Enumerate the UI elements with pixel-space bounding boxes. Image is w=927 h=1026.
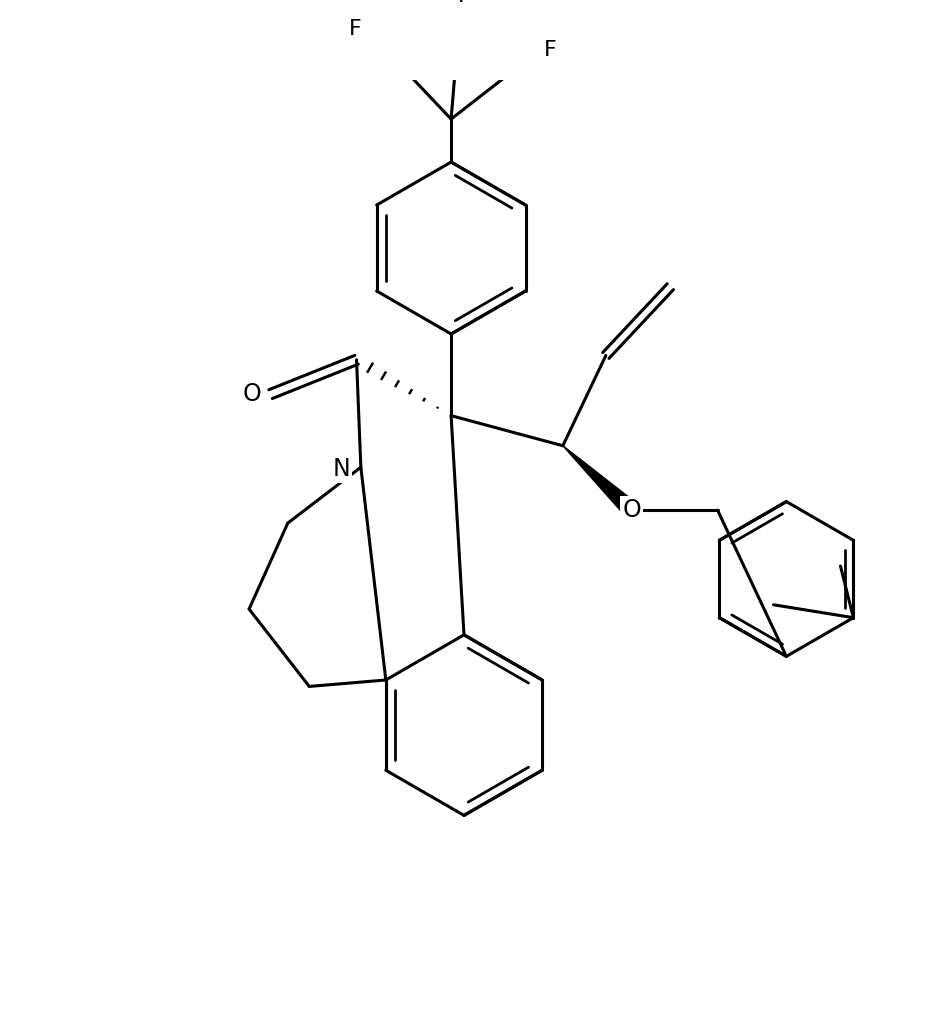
Text: N: N: [332, 457, 349, 481]
Text: O: O: [242, 382, 260, 406]
Text: O: O: [622, 499, 641, 522]
Text: F: F: [457, 0, 470, 6]
Text: F: F: [543, 40, 556, 61]
Polygon shape: [563, 445, 637, 516]
Text: F: F: [348, 18, 361, 39]
